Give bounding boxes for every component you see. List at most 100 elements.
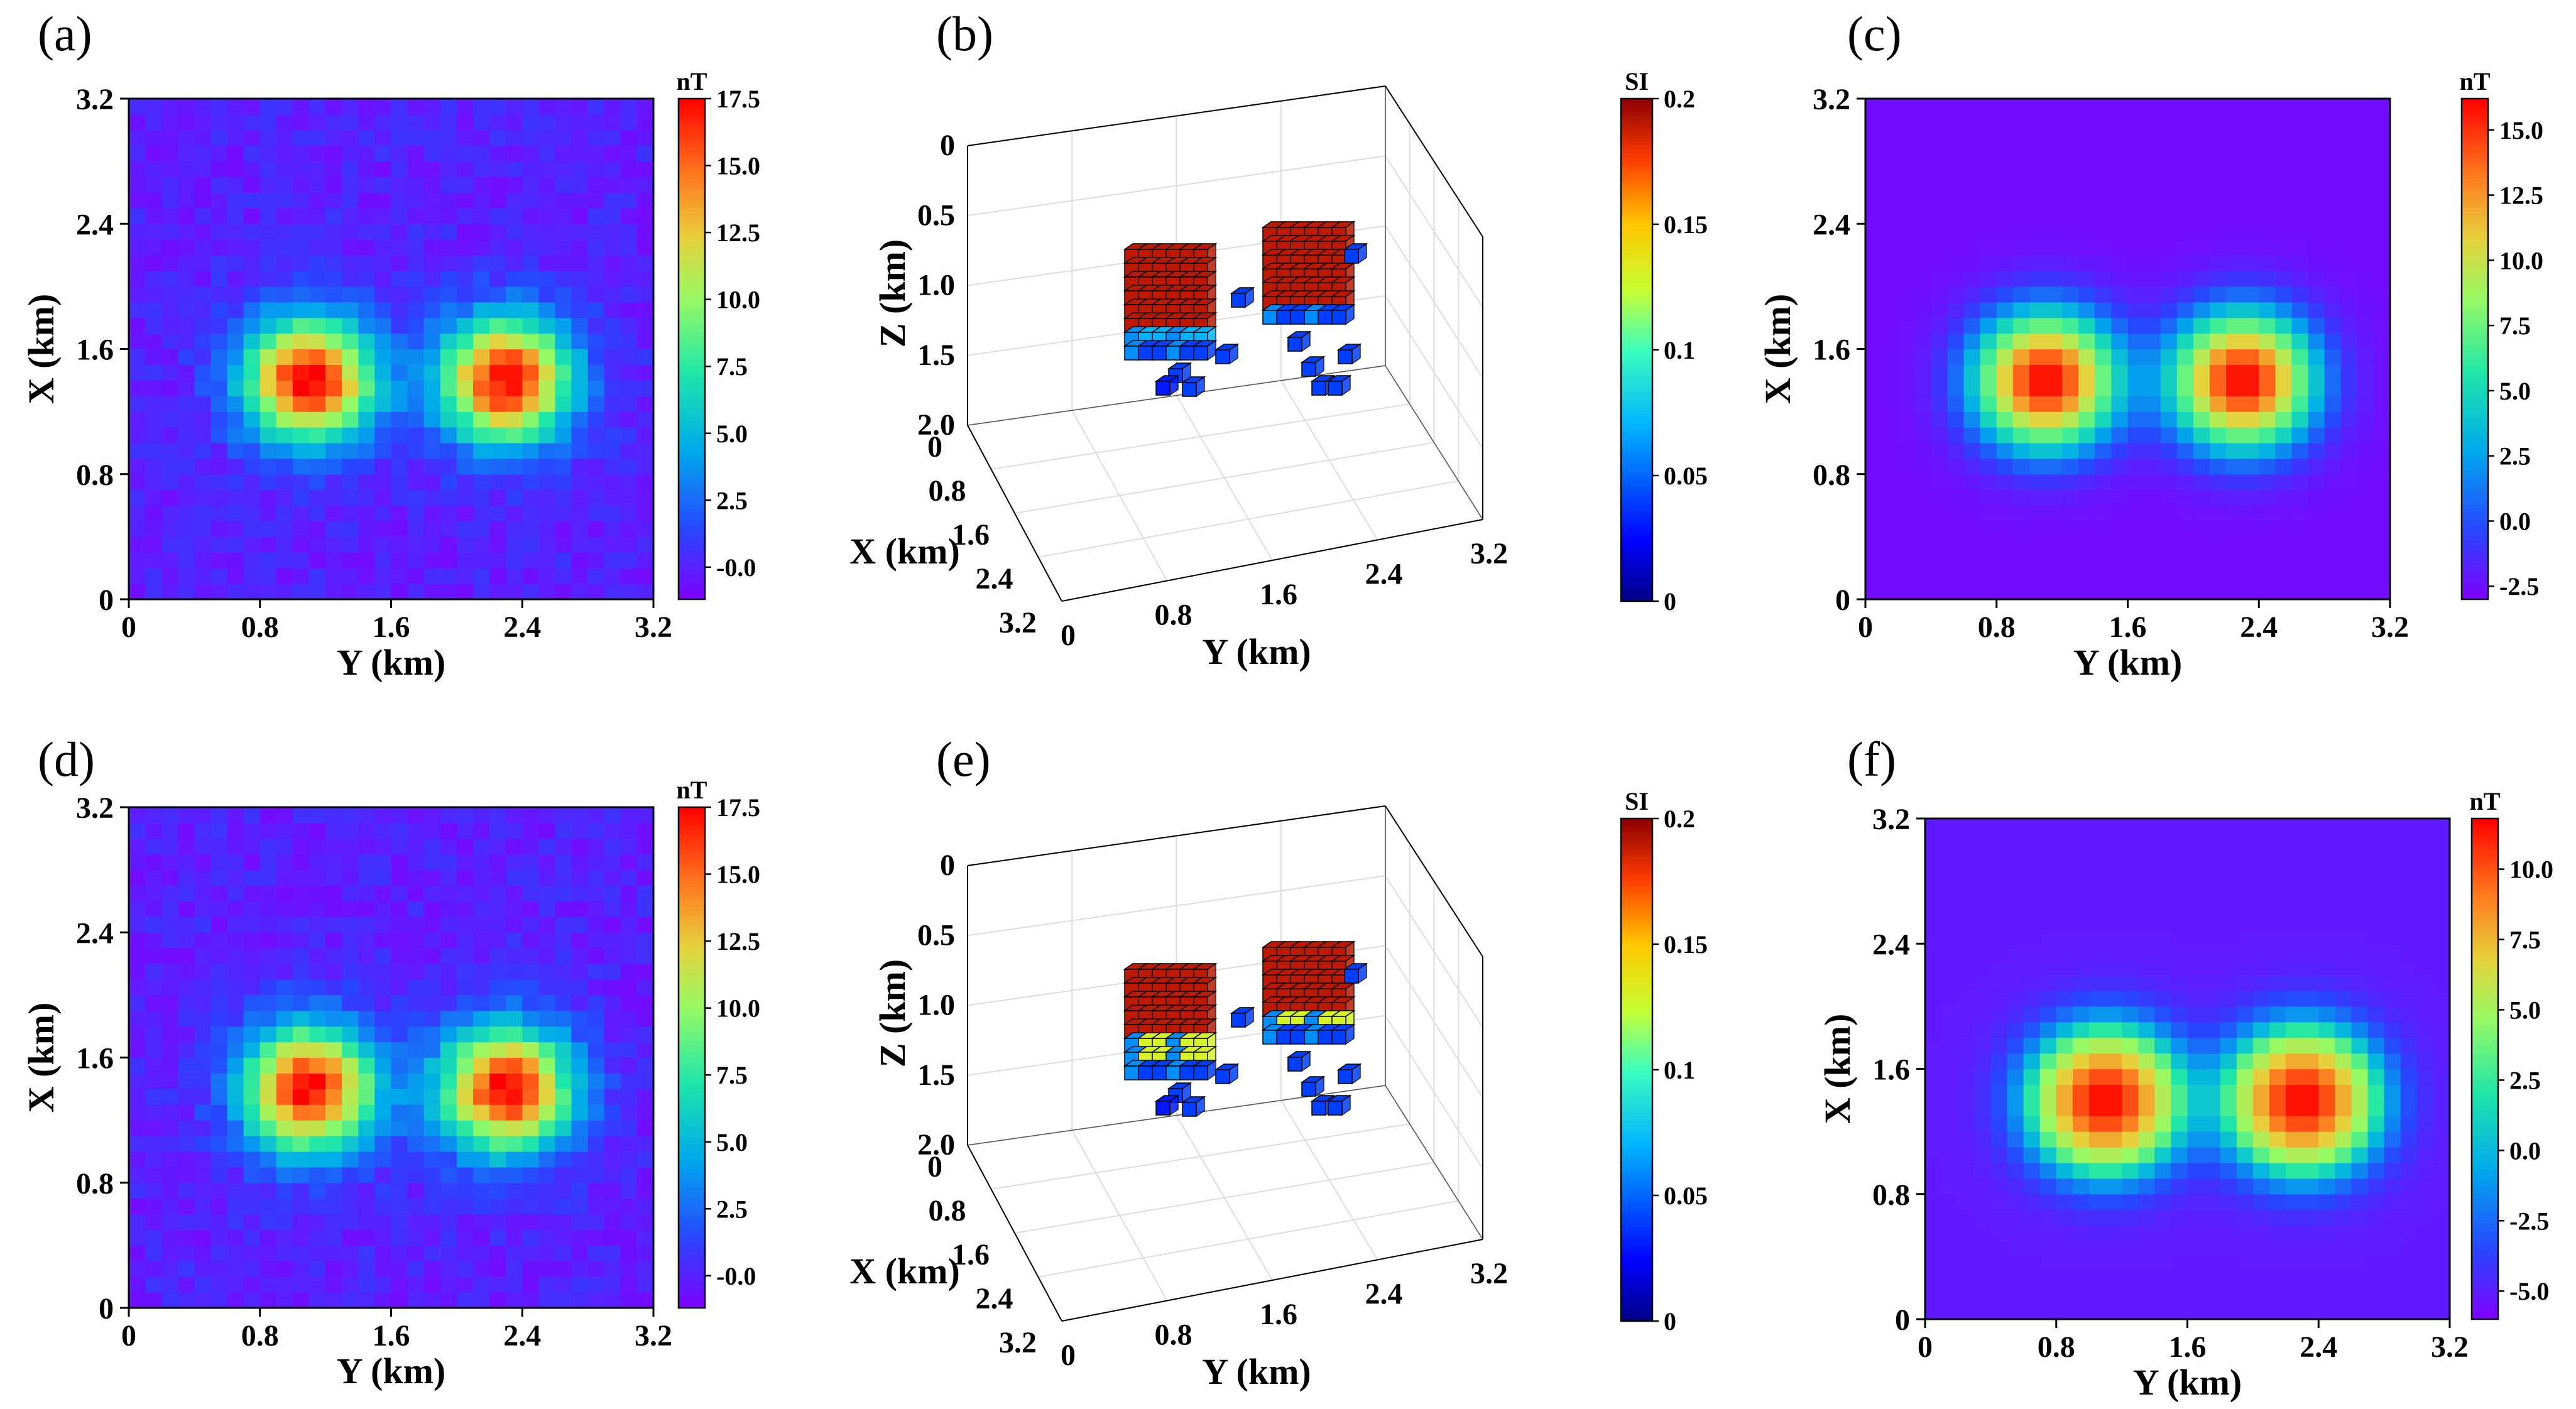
heatmap-cell: [1931, 129, 1948, 146]
heatmap-cell: [636, 1198, 654, 1215]
heatmap-cell: [2176, 396, 2194, 412]
heatmap-cell: [407, 1182, 425, 1199]
heatmap-cell: [1941, 1272, 1958, 1288]
heatmap-cell: [2111, 302, 2129, 318]
heatmap-cell: [538, 568, 556, 584]
heatmap-cell: [489, 349, 506, 366]
colorbar-segment: [679, 936, 705, 942]
heatmap-cell: [2007, 849, 2024, 866]
heatmap-cell: [2384, 1069, 2401, 1085]
heatmap-cell: [243, 807, 261, 824]
heatmap-cell: [178, 442, 195, 459]
heatmap-cell: [2105, 1209, 2122, 1226]
heatmap-cell: [1882, 114, 1899, 131]
heatmap-cell: [440, 317, 457, 334]
heatmap-cell: [2324, 584, 2342, 600]
heatmap-cell: [178, 568, 195, 584]
heatmap-cell: [1941, 834, 1958, 851]
heatmap-cell: [1898, 161, 1915, 178]
heatmap-cell: [2226, 224, 2243, 240]
heatmap-cell: [2242, 177, 2259, 193]
heatmap-cell: [2252, 1162, 2270, 1179]
heatmap-cell: [2286, 1053, 2303, 1070]
heatmap-cell: [2078, 224, 2095, 240]
z-tick-label: 0: [940, 129, 955, 162]
colorbar-segment: [679, 1003, 705, 1008]
heatmap-cell: [276, 568, 293, 584]
heatmap-cell: [2023, 1147, 2041, 1163]
heatmap-cell: [161, 380, 178, 396]
heatmap-cell: [489, 1026, 506, 1043]
heatmap-cell: [2062, 255, 2079, 271]
heatmap-cell: [472, 239, 490, 256]
heatmap-cell: [571, 838, 589, 855]
heatmap-cell: [489, 854, 506, 871]
heatmap-cell: [1865, 474, 1882, 491]
heatmap-cell: [2171, 1272, 2188, 1288]
heatmap-cell: [2023, 1256, 2041, 1273]
heatmap-cell: [407, 1104, 425, 1121]
heatmap-cell: [2122, 1006, 2139, 1023]
heatmap-cell: [145, 114, 162, 131]
heatmap-cell: [587, 317, 605, 334]
heatmap-cell: [243, 364, 261, 381]
heatmap-cell: [2072, 849, 2090, 866]
heatmap-cell: [2357, 458, 2374, 475]
heatmap-cell: [2209, 286, 2227, 303]
heatmap-cell: [1914, 317, 1931, 334]
colorbar-segment: [2462, 394, 2488, 400]
heatmap-cell: [129, 1057, 146, 1074]
heatmap-cell: [522, 1198, 539, 1215]
heatmap-cell: [1947, 129, 1965, 146]
heatmap-cell: [1958, 959, 1975, 976]
heatmap-cell: [292, 114, 310, 131]
heatmap-cell: [161, 885, 178, 902]
heatmap-cell: [2039, 959, 2057, 976]
heatmap-cell: [2384, 975, 2401, 991]
heatmap-cell: [358, 917, 375, 933]
heatmap-cell: [227, 948, 244, 964]
heatmap-cell: [161, 584, 178, 600]
heatmap-cell: [2324, 208, 2342, 224]
heatmap-cell: [2220, 1084, 2237, 1101]
heatmap-cell: [325, 994, 342, 1011]
heatmap-cell: [2176, 552, 2194, 568]
x-tick-label: 1.6: [373, 1319, 410, 1352]
heatmap-cell: [259, 964, 277, 980]
heatmap-cell: [522, 1214, 539, 1231]
heatmap-cell: [2039, 1303, 2057, 1320]
heatmap-cell: [2236, 1100, 2254, 1116]
heatmap-cell: [1865, 536, 1882, 553]
heatmap-cell: [178, 807, 195, 824]
heatmap-cell: [522, 489, 539, 506]
heatmap-cell: [555, 854, 572, 871]
heatmap-cell: [2012, 521, 2030, 537]
heatmap-cell: [2220, 1194, 2237, 1210]
heatmap-cell: [2269, 1241, 2286, 1257]
heatmap-cell: [2416, 896, 2434, 913]
heatmap-cell: [2072, 1147, 2090, 1163]
heatmap-cell: [1914, 99, 1931, 115]
heatmap-cell: [2335, 881, 2352, 898]
voxel: [1230, 286, 1255, 308]
heatmap-cell: [2046, 552, 2063, 568]
heatmap-cell: [2111, 380, 2129, 396]
heatmap-cell: [571, 380, 589, 396]
heatmap-cell: [472, 1089, 490, 1105]
heatmap-cell: [210, 349, 228, 366]
heatmap-cell: [456, 380, 474, 396]
heatmap-cell: [440, 458, 457, 475]
colorbar-segment: [1621, 567, 1652, 573]
heatmap-cell: [456, 584, 474, 600]
heatmap-cell: [2111, 427, 2129, 443]
heatmap-cell: [2138, 1225, 2155, 1242]
heatmap-cell: [210, 1120, 228, 1136]
heatmap-cell: [1963, 380, 1981, 396]
heatmap-cell: [2286, 1241, 2303, 1257]
heatmap-cell: [2078, 521, 2095, 537]
heatmap-cell: [342, 932, 359, 949]
heatmap-cell: [2187, 912, 2205, 928]
heatmap-cell: [2171, 1116, 2188, 1132]
y-tick-label: 2.4: [1813, 208, 1850, 241]
heatmap-cell: [391, 286, 408, 303]
